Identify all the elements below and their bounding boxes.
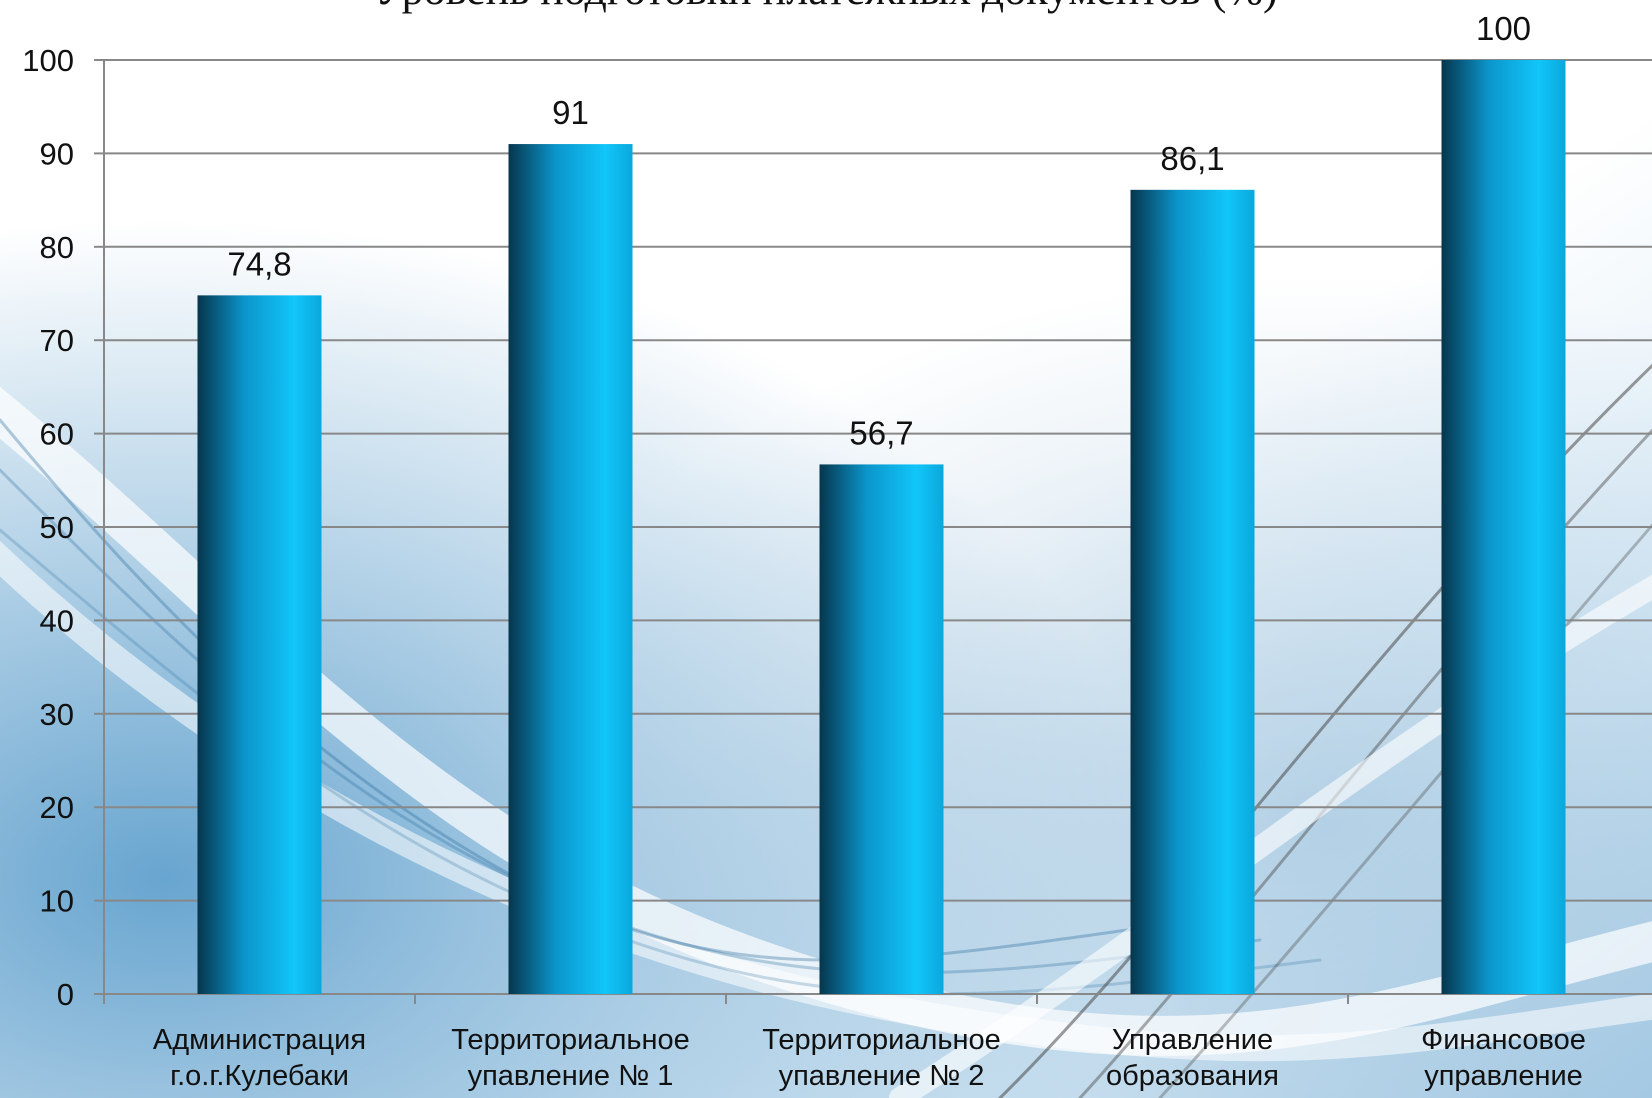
x-category-label-line: упавление № 2 [778,1060,985,1092]
y-tick-label: 70 [40,323,74,358]
bar [1441,60,1566,994]
bar [508,144,633,994]
y-tick-label: 0 [57,977,74,1012]
x-category-label-line: Финансовое [1421,1024,1586,1056]
x-category-label-line: Управление [1111,1024,1274,1056]
x-category-label: Территориальное упавление № 2 [732,1022,1032,1094]
y-tick-label: 100 [22,43,74,78]
y-tick-label: 40 [40,603,74,638]
y-tick-label: 30 [40,697,74,732]
y-tick-label: 60 [40,417,74,452]
x-category-label-line: упавление № 1 [467,1060,674,1092]
x-category-label-line: Территориальное [451,1024,690,1056]
y-tick-label: 90 [40,136,74,171]
y-tick-label: 20 [40,790,74,825]
x-category-label: Территориальное упавление № 1 [421,1022,721,1094]
x-category-label: Администрация г.о.г.Кулебаки [110,1022,410,1094]
x-category-label-line: управление [1424,1060,1583,1092]
x-category-label-line: образования [1106,1060,1279,1092]
bar [819,464,944,994]
bar [197,295,322,994]
bar [1130,189,1255,995]
data-label: 100 [1476,10,1531,47]
x-category-label: Управление образования [1043,1022,1343,1094]
y-tick-label: 80 [40,230,74,265]
data-label: 86,1 [1160,140,1224,177]
x-category-label-line: Территориальное [762,1024,1001,1056]
y-tick-label: 50 [40,510,74,545]
x-category-label-line: Администрация [152,1024,367,1056]
data-label: 91 [552,94,589,131]
chart-title: Уровень подготовки платежных документов … [0,0,1652,15]
x-category-label: Финансовое управление [1354,1022,1652,1094]
y-tick-label: 10 [40,884,74,919]
data-label: 74,8 [227,245,291,282]
data-label: 56,7 [849,414,913,451]
x-category-label-line: г.о.г.Кулебаки [170,1060,349,1092]
